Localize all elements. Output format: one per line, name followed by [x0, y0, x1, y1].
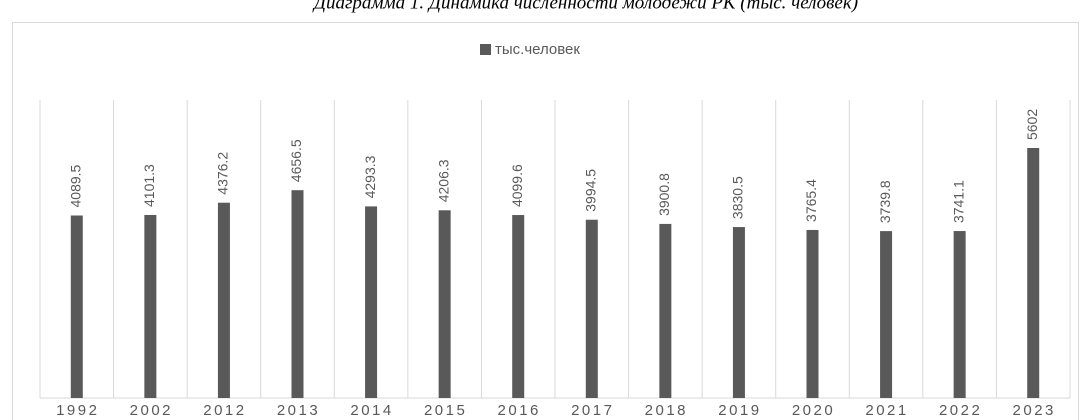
data-label: 4089.5 — [67, 164, 83, 207]
x-tick-label: 1992 — [56, 402, 99, 419]
bar — [70, 215, 83, 398]
bar — [217, 202, 230, 398]
data-label: 4376.2 — [215, 152, 231, 195]
x-tick-label: 2014 — [350, 402, 393, 419]
bar — [438, 210, 451, 398]
x-tick-label: 2018 — [645, 402, 688, 419]
x-tick-label: 2002 — [130, 402, 173, 419]
bar — [365, 206, 378, 398]
chart-title: Диаграмма 1. Динамика численности молоде… — [312, 0, 858, 13]
bar — [585, 219, 598, 398]
chart-border — [12, 22, 1079, 420]
data-label: 3765.4 — [803, 179, 819, 222]
data-label: 3739.8 — [877, 180, 893, 223]
data-label: 3900.8 — [656, 173, 672, 216]
x-tick-label: 2017 — [571, 402, 614, 419]
x-tick-label: 2021 — [865, 402, 908, 419]
x-tick-label: 2013 — [277, 402, 320, 419]
data-label: 4099.6 — [509, 164, 525, 207]
legend-swatch — [480, 44, 491, 55]
bar — [880, 231, 893, 398]
data-label: 5602 — [1024, 109, 1040, 140]
bar — [806, 229, 819, 398]
x-tick-label: 2019 — [718, 402, 761, 419]
data-label: 3741.1 — [950, 180, 966, 223]
data-label: 3994.5 — [582, 169, 598, 212]
bar — [732, 227, 745, 398]
data-label: 3830.5 — [730, 176, 746, 219]
legend-label: тыс.человек — [495, 41, 580, 58]
x-tick-label: 2022 — [939, 402, 982, 419]
bar — [512, 215, 525, 398]
data-label: 4206.3 — [435, 159, 451, 202]
bar — [659, 223, 672, 398]
data-label: 4293.3 — [362, 155, 378, 198]
bar — [1027, 148, 1040, 398]
x-tick-label: 2016 — [498, 402, 541, 419]
x-tick-label: 2020 — [792, 402, 835, 419]
x-tick-label: 2012 — [203, 402, 246, 419]
data-label: 4101.3 — [141, 164, 157, 207]
data-label: 4656.5 — [288, 139, 304, 182]
bar — [953, 231, 966, 398]
x-tick-label: 2023 — [1013, 402, 1056, 419]
bar — [144, 214, 157, 398]
x-tick-label: 2015 — [424, 402, 467, 419]
bar — [291, 190, 304, 398]
